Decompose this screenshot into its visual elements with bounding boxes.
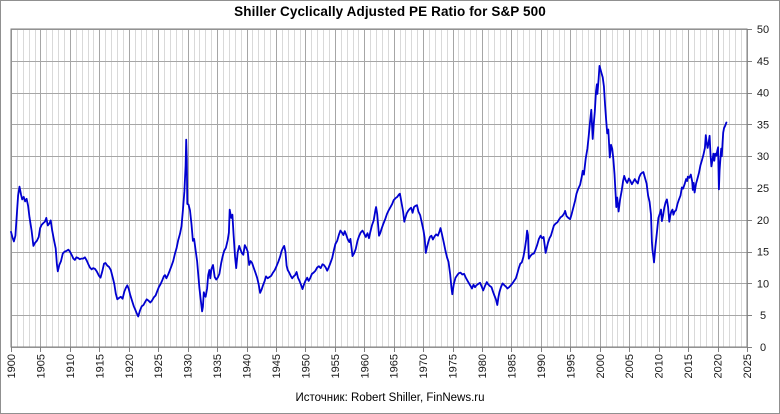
svg-text:1915: 1915	[94, 354, 106, 378]
svg-text:1940: 1940	[242, 354, 254, 378]
svg-text:2010: 2010	[654, 354, 666, 378]
svg-text:1955: 1955	[330, 354, 342, 378]
svg-text:1930: 1930	[183, 354, 195, 378]
svg-text:1965: 1965	[389, 354, 401, 378]
major-gridlines	[11, 29, 748, 348]
svg-text:1945: 1945	[271, 354, 283, 378]
svg-text:2020: 2020	[713, 354, 725, 378]
svg-text:1900: 1900	[6, 354, 18, 378]
svg-text:1970: 1970	[418, 354, 430, 378]
svg-text:25: 25	[757, 183, 769, 195]
svg-text:1905: 1905	[35, 354, 47, 378]
svg-text:1925: 1925	[153, 354, 165, 378]
axis-ticks	[11, 29, 752, 352]
svg-text:1975: 1975	[448, 354, 460, 378]
svg-text:5: 5	[760, 310, 766, 322]
y-tick-labels: 0 5 10 15 20 25 30 35 40 45 50	[757, 24, 769, 354]
svg-text:2015: 2015	[683, 354, 695, 378]
cape-line-series	[10, 65, 728, 318]
plot-border	[10, 28, 748, 348]
svg-text:1985: 1985	[506, 354, 518, 378]
svg-text:1995: 1995	[565, 354, 577, 378]
svg-text:1950: 1950	[300, 354, 312, 378]
svg-text:2025: 2025	[742, 354, 754, 378]
chart-title: Shiller Cyclically Adjusted PE Ratio for…	[234, 4, 546, 19]
svg-text:45: 45	[757, 56, 769, 68]
svg-text:2000: 2000	[595, 354, 607, 378]
svg-text:10: 10	[757, 278, 769, 290]
svg-text:1960: 1960	[359, 354, 371, 378]
svg-text:15: 15	[757, 247, 769, 259]
svg-text:35: 35	[757, 119, 769, 131]
svg-text:1990: 1990	[536, 354, 548, 378]
source-attribution: Источник: Robert Shiller, FinNews.ru	[295, 392, 485, 404]
svg-text:40: 40	[757, 88, 769, 100]
svg-text:1910: 1910	[65, 354, 77, 378]
x-tick-labels: 1900 1905 1910 1915 1920 1925 1930 1935 1940 1945…	[6, 354, 754, 378]
svg-text:30: 30	[757, 151, 769, 163]
svg-text:2005: 2005	[624, 354, 636, 378]
svg-text:1935: 1935	[212, 354, 224, 378]
svg-text:1920: 1920	[124, 354, 136, 378]
svg-text:1980: 1980	[477, 354, 489, 378]
svg-text:0: 0	[760, 342, 766, 354]
svg-text:20: 20	[757, 215, 769, 227]
svg-text:50: 50	[757, 24, 769, 36]
